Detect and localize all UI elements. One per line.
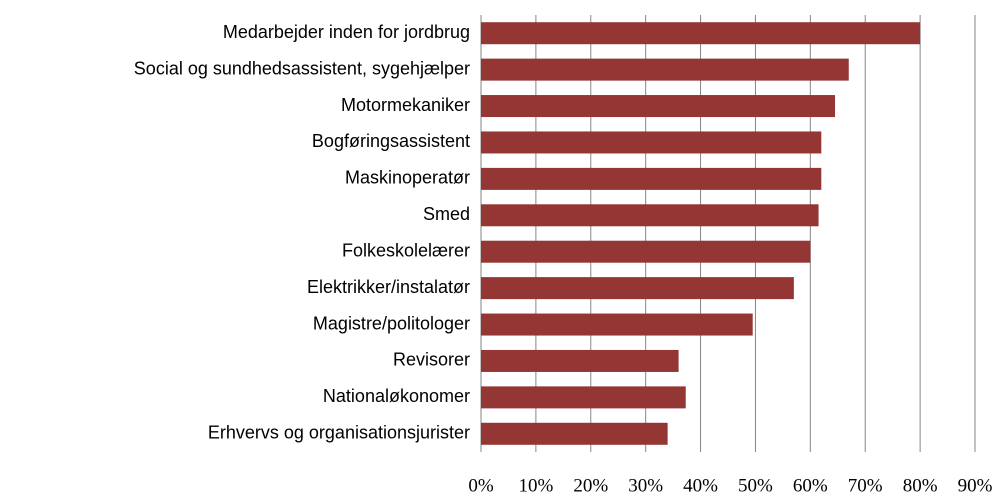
- y-tick-label: Smed: [423, 204, 470, 224]
- y-tick-label: Folkeskolelærer: [342, 240, 470, 260]
- x-tick-label: 30%: [628, 475, 663, 496]
- x-tick-label: 70%: [848, 475, 883, 496]
- y-tick-label: Motormekaniker: [341, 95, 470, 115]
- bar: [481, 240, 811, 263]
- x-tick-label: 60%: [793, 475, 828, 496]
- bar: [481, 349, 679, 372]
- y-tick-label: Bogføringsassistent: [312, 131, 470, 151]
- y-tick-label: Revisorer: [393, 350, 470, 370]
- y-tick-label: Magistre/politologer: [313, 313, 470, 333]
- y-tick-label: Elektrikker/instalatør: [307, 277, 470, 297]
- x-tick-label: 0%: [468, 475, 494, 496]
- x-tick-label: 40%: [683, 475, 718, 496]
- bar: [481, 313, 753, 336]
- bar: [481, 22, 921, 45]
- bar: [481, 58, 849, 81]
- bar: [481, 422, 668, 445]
- x-tick-label: 90%: [958, 475, 993, 496]
- bar: [481, 131, 822, 154]
- x-tick-label: 50%: [738, 475, 773, 496]
- x-tick-label: 20%: [573, 475, 608, 496]
- bar: [481, 95, 836, 118]
- y-tick-label: Maskinoperatør: [345, 168, 470, 188]
- bar: [481, 204, 819, 227]
- x-tick-label: 80%: [903, 475, 938, 496]
- y-tick-label: Medarbejder inden for jordbrug: [223, 22, 470, 42]
- y-tick-label: Nationaløkonomer: [323, 386, 470, 406]
- bar: [481, 167, 822, 190]
- y-tick-label: Erhvervs og organisationsjurister: [208, 423, 470, 443]
- bar: [481, 386, 686, 409]
- x-tick-label: 10%: [518, 475, 553, 496]
- y-tick-label: Social og sundhedsassistent, sygehjælper: [134, 58, 470, 78]
- bar: [481, 277, 794, 300]
